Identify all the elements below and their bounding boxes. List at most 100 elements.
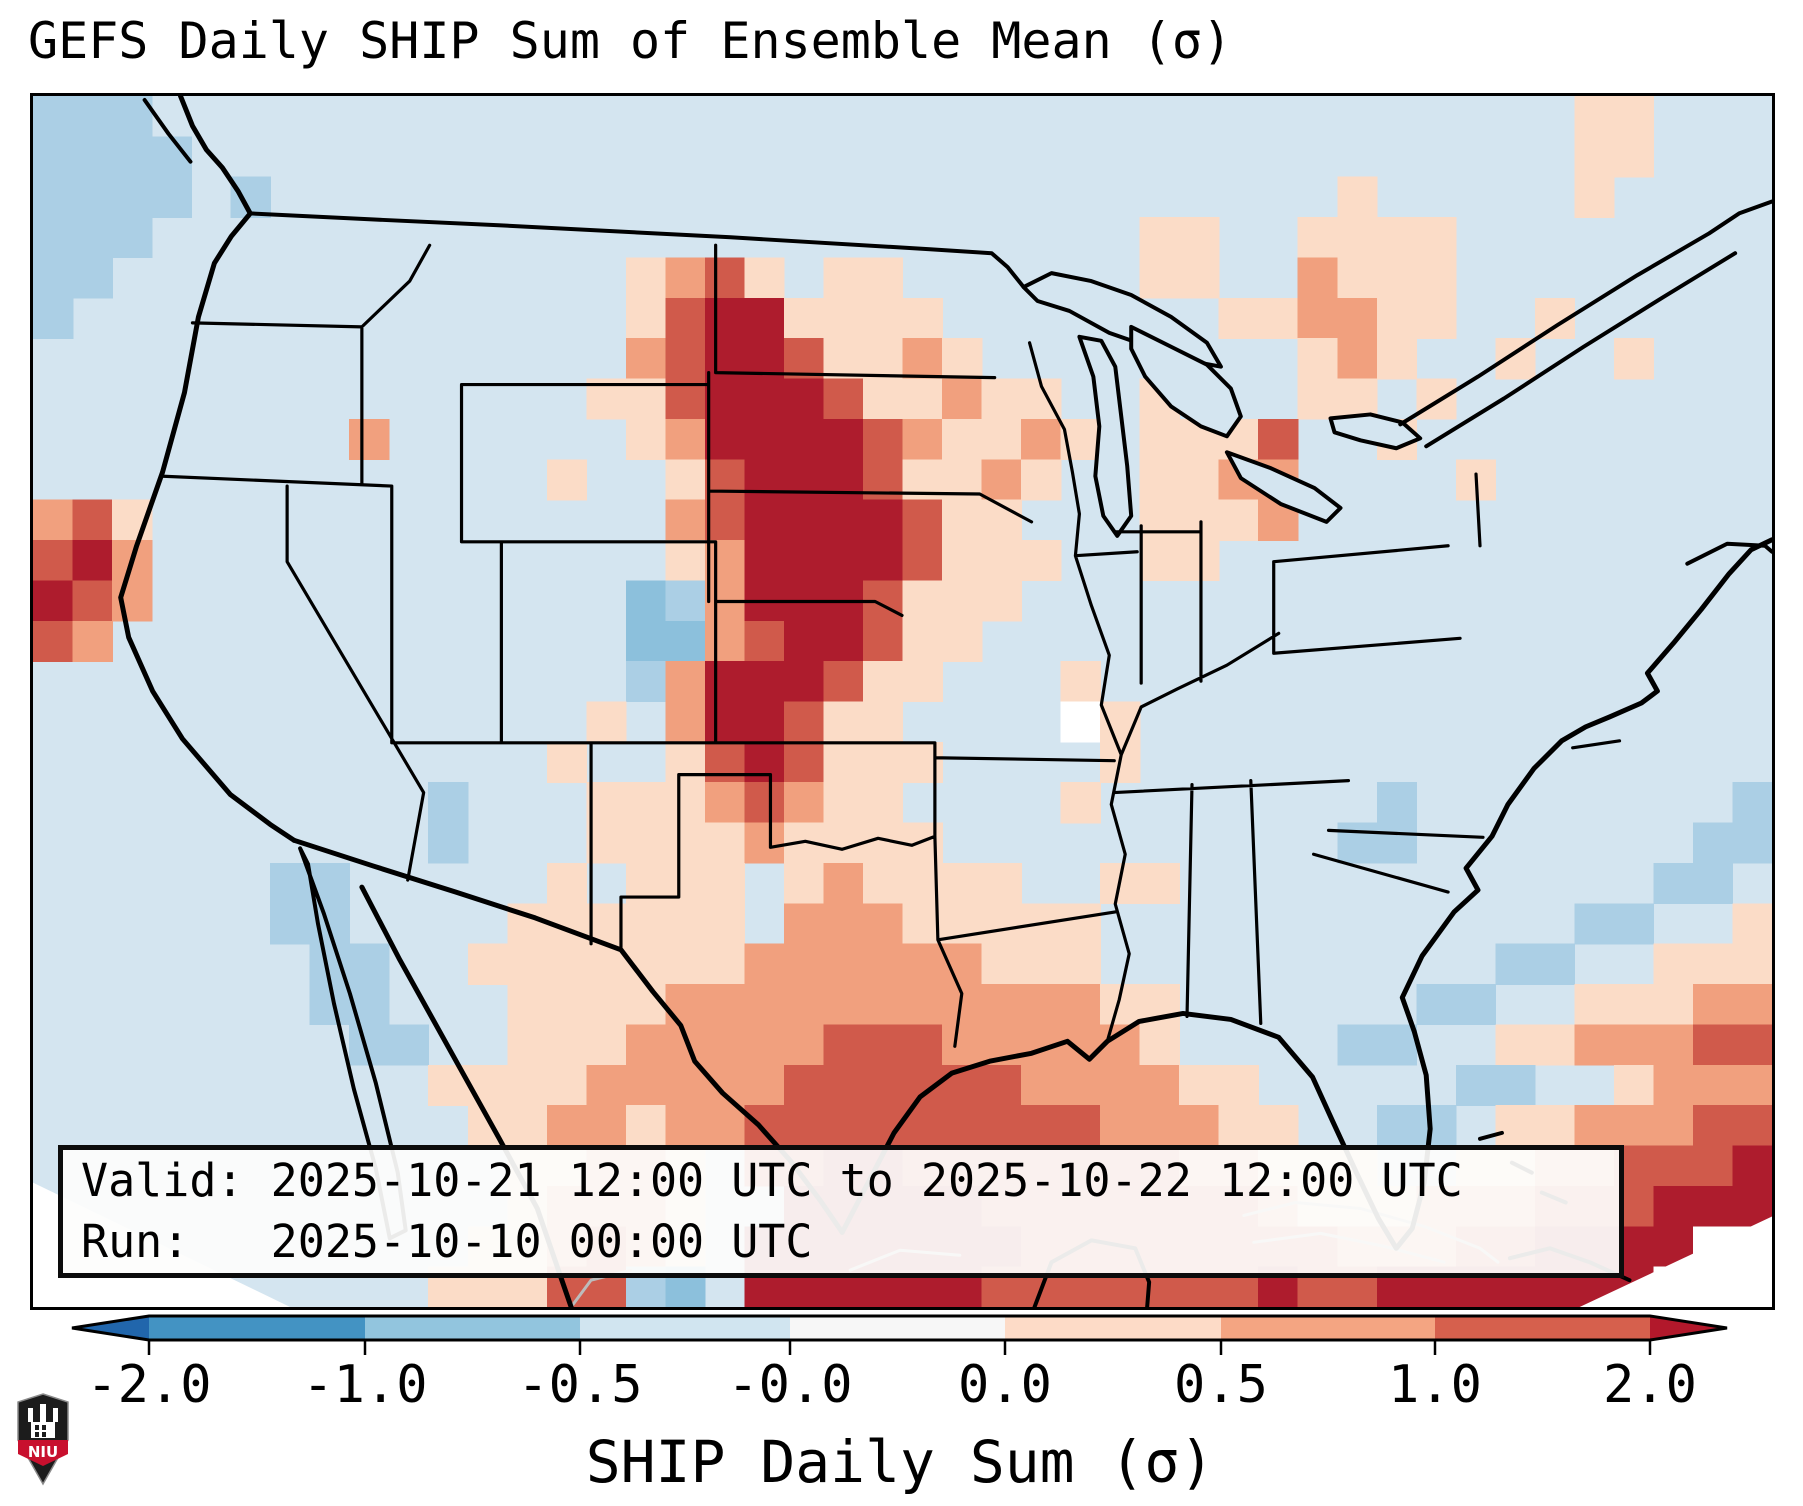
grid-cell <box>902 378 943 420</box>
grid-cell <box>862 701 904 743</box>
grid-cell <box>902 984 943 1026</box>
grid-cell <box>862 620 904 662</box>
grid-cell <box>862 338 904 380</box>
colorbar-tick-label: -0.0 <box>727 1355 852 1415</box>
grid-cell <box>1139 1024 1180 1066</box>
grid-cell <box>783 378 825 420</box>
grid-cell <box>1376 822 1418 864</box>
colorbar-segment <box>790 1316 1005 1340</box>
grid-cell <box>1100 1064 1141 1106</box>
niu-castle-icon <box>28 1404 58 1438</box>
grid-cell <box>72 176 113 218</box>
grid-cell <box>783 540 825 582</box>
valid-line: Valid: 2025-10-21 12:00 UTC to 2025-10-2… <box>81 1154 1463 1208</box>
grid-cell <box>546 1024 588 1066</box>
map-borders <box>33 96 1772 1307</box>
grid-cell <box>270 903 311 945</box>
grid-cell <box>72 136 113 178</box>
grid-cell <box>1139 257 1180 299</box>
grid-cell <box>823 540 864 582</box>
grid-cell <box>981 984 1022 1026</box>
grid-cell <box>862 782 904 824</box>
grid-cell <box>1060 943 1101 985</box>
grid-cell <box>1337 176 1378 218</box>
grid-cell <box>704 1024 746 1066</box>
grid-cell <box>586 1105 627 1147</box>
grid-cell <box>783 741 825 783</box>
grid-cell <box>902 540 943 582</box>
grid-cell <box>1653 943 1694 985</box>
niu-logo: NIU <box>17 1393 69 1486</box>
grid-cell <box>33 297 74 339</box>
colorbar-under-arrow <box>72 1316 149 1340</box>
grid-cell <box>33 499 74 541</box>
grid-cell <box>33 136 74 178</box>
grid-cell <box>981 903 1022 945</box>
grid-cell <box>1179 540 1220 582</box>
grid-cell <box>665 499 706 541</box>
grid-cell <box>1692 822 1734 864</box>
grid-cell <box>1732 943 1772 985</box>
grid-cell <box>1337 297 1378 339</box>
grid-cell <box>1060 701 1101 743</box>
colorbar-tick-label: 0.5 <box>1174 1355 1268 1415</box>
grid-cell <box>942 499 983 541</box>
grid-cell <box>1574 1105 1615 1147</box>
coastline-gulf-atlantic <box>839 537 1772 1251</box>
grid-cell <box>1021 1064 1062 1106</box>
grid-cell <box>625 661 667 703</box>
grid-cell <box>783 297 825 339</box>
lake-ontario <box>1328 412 1423 451</box>
grid-cell <box>902 418 943 460</box>
grid-cell <box>1495 1105 1536 1147</box>
grid-cell <box>862 499 904 541</box>
grid-cell <box>862 540 904 582</box>
grid-cell <box>902 661 943 703</box>
grid-cell <box>1416 257 1457 299</box>
grid-cell <box>1495 1024 1536 1066</box>
grid-cell <box>744 418 785 460</box>
grid-cell <box>1613 1105 1655 1147</box>
grid-cell <box>33 540 74 582</box>
grid-cell <box>1692 984 1734 1026</box>
grid-cell <box>704 418 746 460</box>
grid-cell <box>1574 136 1615 178</box>
grid-cell <box>546 862 588 905</box>
grid-cell <box>1179 217 1220 259</box>
grid-cell <box>1613 903 1655 945</box>
grid-cell <box>1653 862 1694 905</box>
grid-cell <box>704 782 746 824</box>
grid-cell <box>112 136 153 178</box>
grid-cell <box>862 984 904 1026</box>
grid-cell <box>665 580 706 622</box>
colorbar-segments <box>72 1316 1727 1340</box>
grid-cell <box>783 1105 825 1147</box>
grid-cell <box>783 782 825 824</box>
grid-cell <box>1258 1105 1299 1147</box>
grid-cell <box>862 378 904 420</box>
coastline-west <box>118 96 297 843</box>
grid-cell <box>942 620 983 662</box>
grid-cell <box>1613 338 1655 380</box>
grid-cell <box>1179 257 1220 299</box>
grid-cell <box>33 580 74 622</box>
grid-cell <box>1653 984 1694 1026</box>
grid-cell <box>1297 338 1338 380</box>
grid-cell <box>981 459 1022 501</box>
grid-cell <box>1653 1064 1694 1106</box>
grid-cell <box>704 297 746 339</box>
grid-cell <box>823 701 864 743</box>
grid-cell <box>823 297 864 339</box>
grid-cell <box>744 257 785 299</box>
grid-cell <box>1376 217 1418 259</box>
grid-cell <box>33 257 74 299</box>
grid-cell <box>467 943 509 985</box>
grid-cell <box>1574 176 1615 218</box>
map-canvas <box>30 93 1775 1310</box>
colorbar-tick-label: 0.0 <box>958 1355 1052 1415</box>
grid-cell <box>744 782 785 824</box>
grid-cell <box>33 620 74 662</box>
domain-wedge-bottom-right <box>1579 1216 1772 1307</box>
grid-cell <box>823 418 864 460</box>
